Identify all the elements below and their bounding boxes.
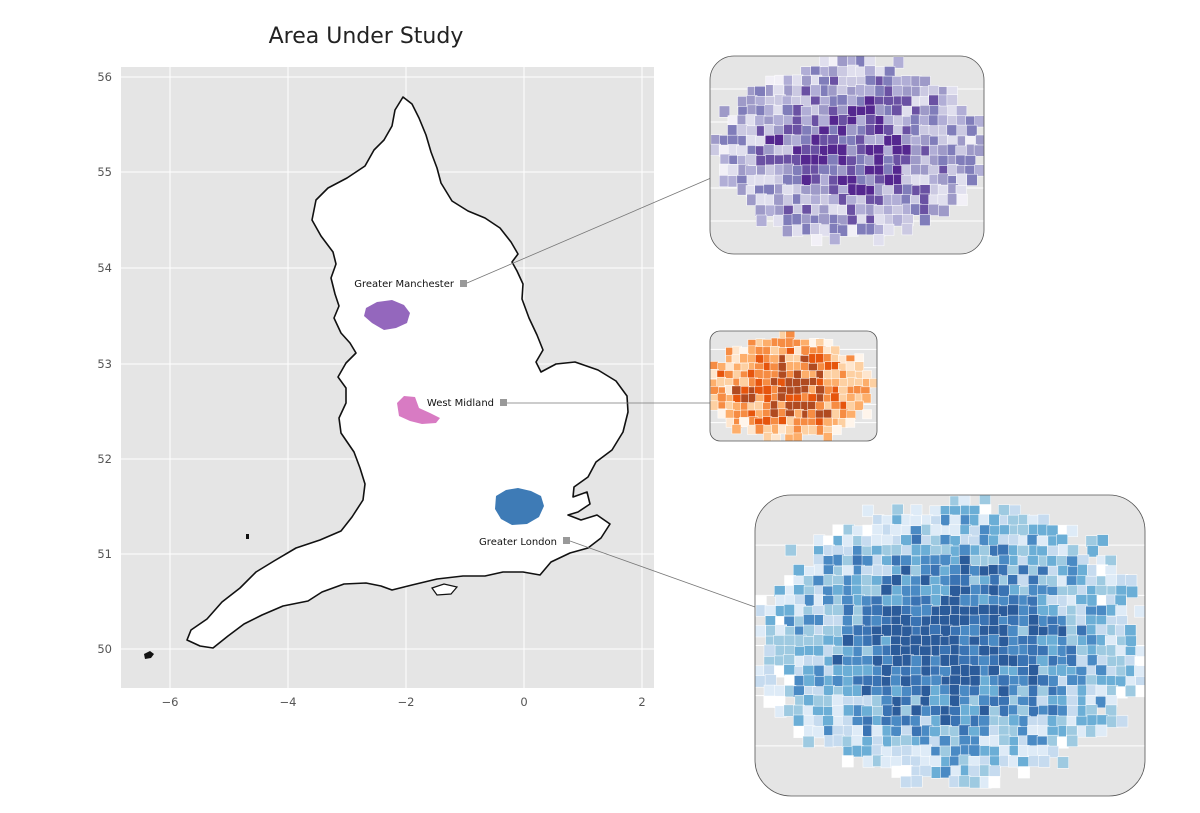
y-tick: 53 — [97, 357, 112, 371]
y-tick: 55 — [97, 165, 112, 179]
label-west-midland: West Midland — [427, 398, 494, 409]
x-tick: −4 — [280, 695, 297, 709]
x-tick: −6 — [162, 695, 179, 709]
london-marker — [563, 537, 570, 544]
y-tick: 56 — [97, 70, 112, 84]
y-tick: 51 — [97, 547, 112, 561]
west-midlands-region — [397, 396, 440, 424]
x-tick: 2 — [638, 695, 645, 709]
connector-lines — [466, 177, 756, 608]
y-axis: 50 51 52 53 54 55 56 — [97, 70, 112, 656]
main-map: Greater Manchester West Midland Greater … — [97, 67, 654, 709]
west-midland-marker — [500, 399, 507, 406]
chart-title: Area Under Study — [269, 24, 464, 49]
label-greater-london: Greater London — [479, 537, 557, 548]
isles-of-scilly — [144, 651, 154, 659]
x-tick: 0 — [520, 695, 527, 709]
anglesey-fragment — [246, 534, 249, 539]
manchester-marker — [460, 280, 467, 287]
inset-manchester — [709, 55, 985, 255]
greater-london-region — [495, 488, 544, 525]
label-greater-manchester: Greater Manchester — [354, 279, 455, 290]
y-tick: 54 — [97, 261, 112, 275]
x-tick: −2 — [398, 695, 415, 709]
greater-manchester-region — [364, 300, 410, 330]
inset-west-midlands — [709, 330, 878, 442]
y-tick: 50 — [97, 642, 112, 656]
x-axis: −6 −4 −2 0 2 — [162, 695, 646, 709]
y-tick: 52 — [97, 452, 112, 466]
isle-of-wight — [431, 583, 459, 596]
inset-london — [754, 494, 1146, 797]
